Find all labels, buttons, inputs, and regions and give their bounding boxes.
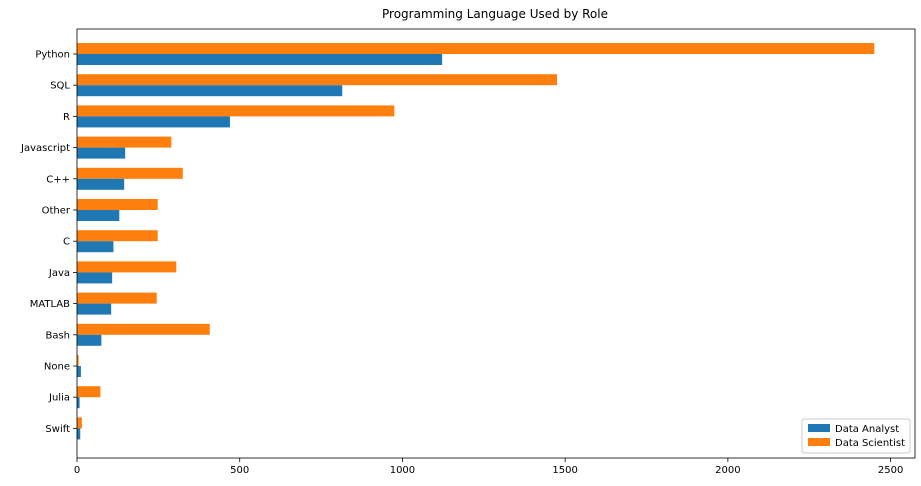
ticks-layer: Python SQL R Javascript C++ Other C Java MATLAB B… (20, 50, 903, 477)
y-tick-label: Javascript (20, 143, 70, 154)
bar-data-scientist-java (77, 261, 177, 273)
bar-data-scientist-c- (77, 167, 183, 179)
bar-data-scientist-bash (77, 323, 210, 335)
y-tick-label: Python (35, 50, 70, 61)
legend-label-data-scientist: Data Scientist (835, 438, 905, 449)
bar-data-analyst-java (77, 272, 113, 284)
y-tick-label: Bash (45, 330, 70, 341)
bar-data-analyst-c (77, 241, 114, 253)
bar-data-scientist-c (77, 230, 158, 242)
x-tick-label: 2000 (715, 465, 740, 476)
bars-layer (77, 43, 875, 440)
bar-data-scientist-sql (77, 74, 558, 86)
legend: Data Analyst Data Scientist (801, 418, 911, 454)
bar-data-analyst-r (77, 116, 230, 128)
axes-layer (76, 28, 916, 459)
bar-data-analyst-javascript (77, 147, 126, 159)
x-tick-label: 1500 (552, 465, 577, 476)
bar-data-scientist-julia (77, 386, 101, 398)
bar-data-scientist-none (77, 355, 79, 366)
y-tick-label: Other (42, 206, 71, 217)
bar-data-analyst-other (77, 210, 120, 221)
bar-data-analyst-c- (77, 178, 125, 190)
x-tick-label: 2500 (878, 465, 903, 476)
bar-data-analyst-matlab (77, 303, 112, 315)
bar-data-scientist-swift (77, 417, 82, 429)
bar-data-analyst-sql (77, 85, 343, 97)
bar-data-analyst-swift (77, 428, 81, 440)
bar-data-analyst-bash (77, 334, 102, 346)
y-tick-label: C (63, 237, 70, 248)
bar-data-analyst-none (77, 366, 81, 377)
x-tick-label: 1000 (390, 465, 415, 476)
legend-swatch-data-scientist (808, 438, 830, 446)
bar-data-analyst-julia (77, 397, 80, 409)
y-tick-label: Swift (45, 424, 70, 435)
bar-data-scientist-python (77, 43, 875, 54)
bar-data-scientist-javascript (77, 136, 172, 148)
plot-frame (76, 28, 916, 459)
y-tick-label: MATLAB (30, 299, 70, 310)
bar-data-analyst-python (77, 54, 443, 65)
y-tick-label: C++ (46, 174, 70, 185)
legend-label-data-analyst: Data Analyst (835, 424, 899, 435)
chart-title: Programming Language Used by Role (382, 7, 608, 21)
bar-data-scientist-r (77, 105, 395, 117)
legend-swatch-data-analyst (808, 424, 830, 432)
y-tick-label: Julia (48, 393, 70, 404)
x-tick-label: 0 (74, 465, 80, 476)
y-tick-label: None (44, 362, 70, 373)
y-tick-label: R (63, 112, 70, 123)
bar-data-scientist-other (77, 199, 158, 210)
x-tick-label: 500 (230, 465, 249, 476)
y-tick-label: Java (48, 268, 70, 279)
bar-data-scientist-matlab (77, 292, 157, 304)
y-tick-label: SQL (50, 81, 70, 92)
